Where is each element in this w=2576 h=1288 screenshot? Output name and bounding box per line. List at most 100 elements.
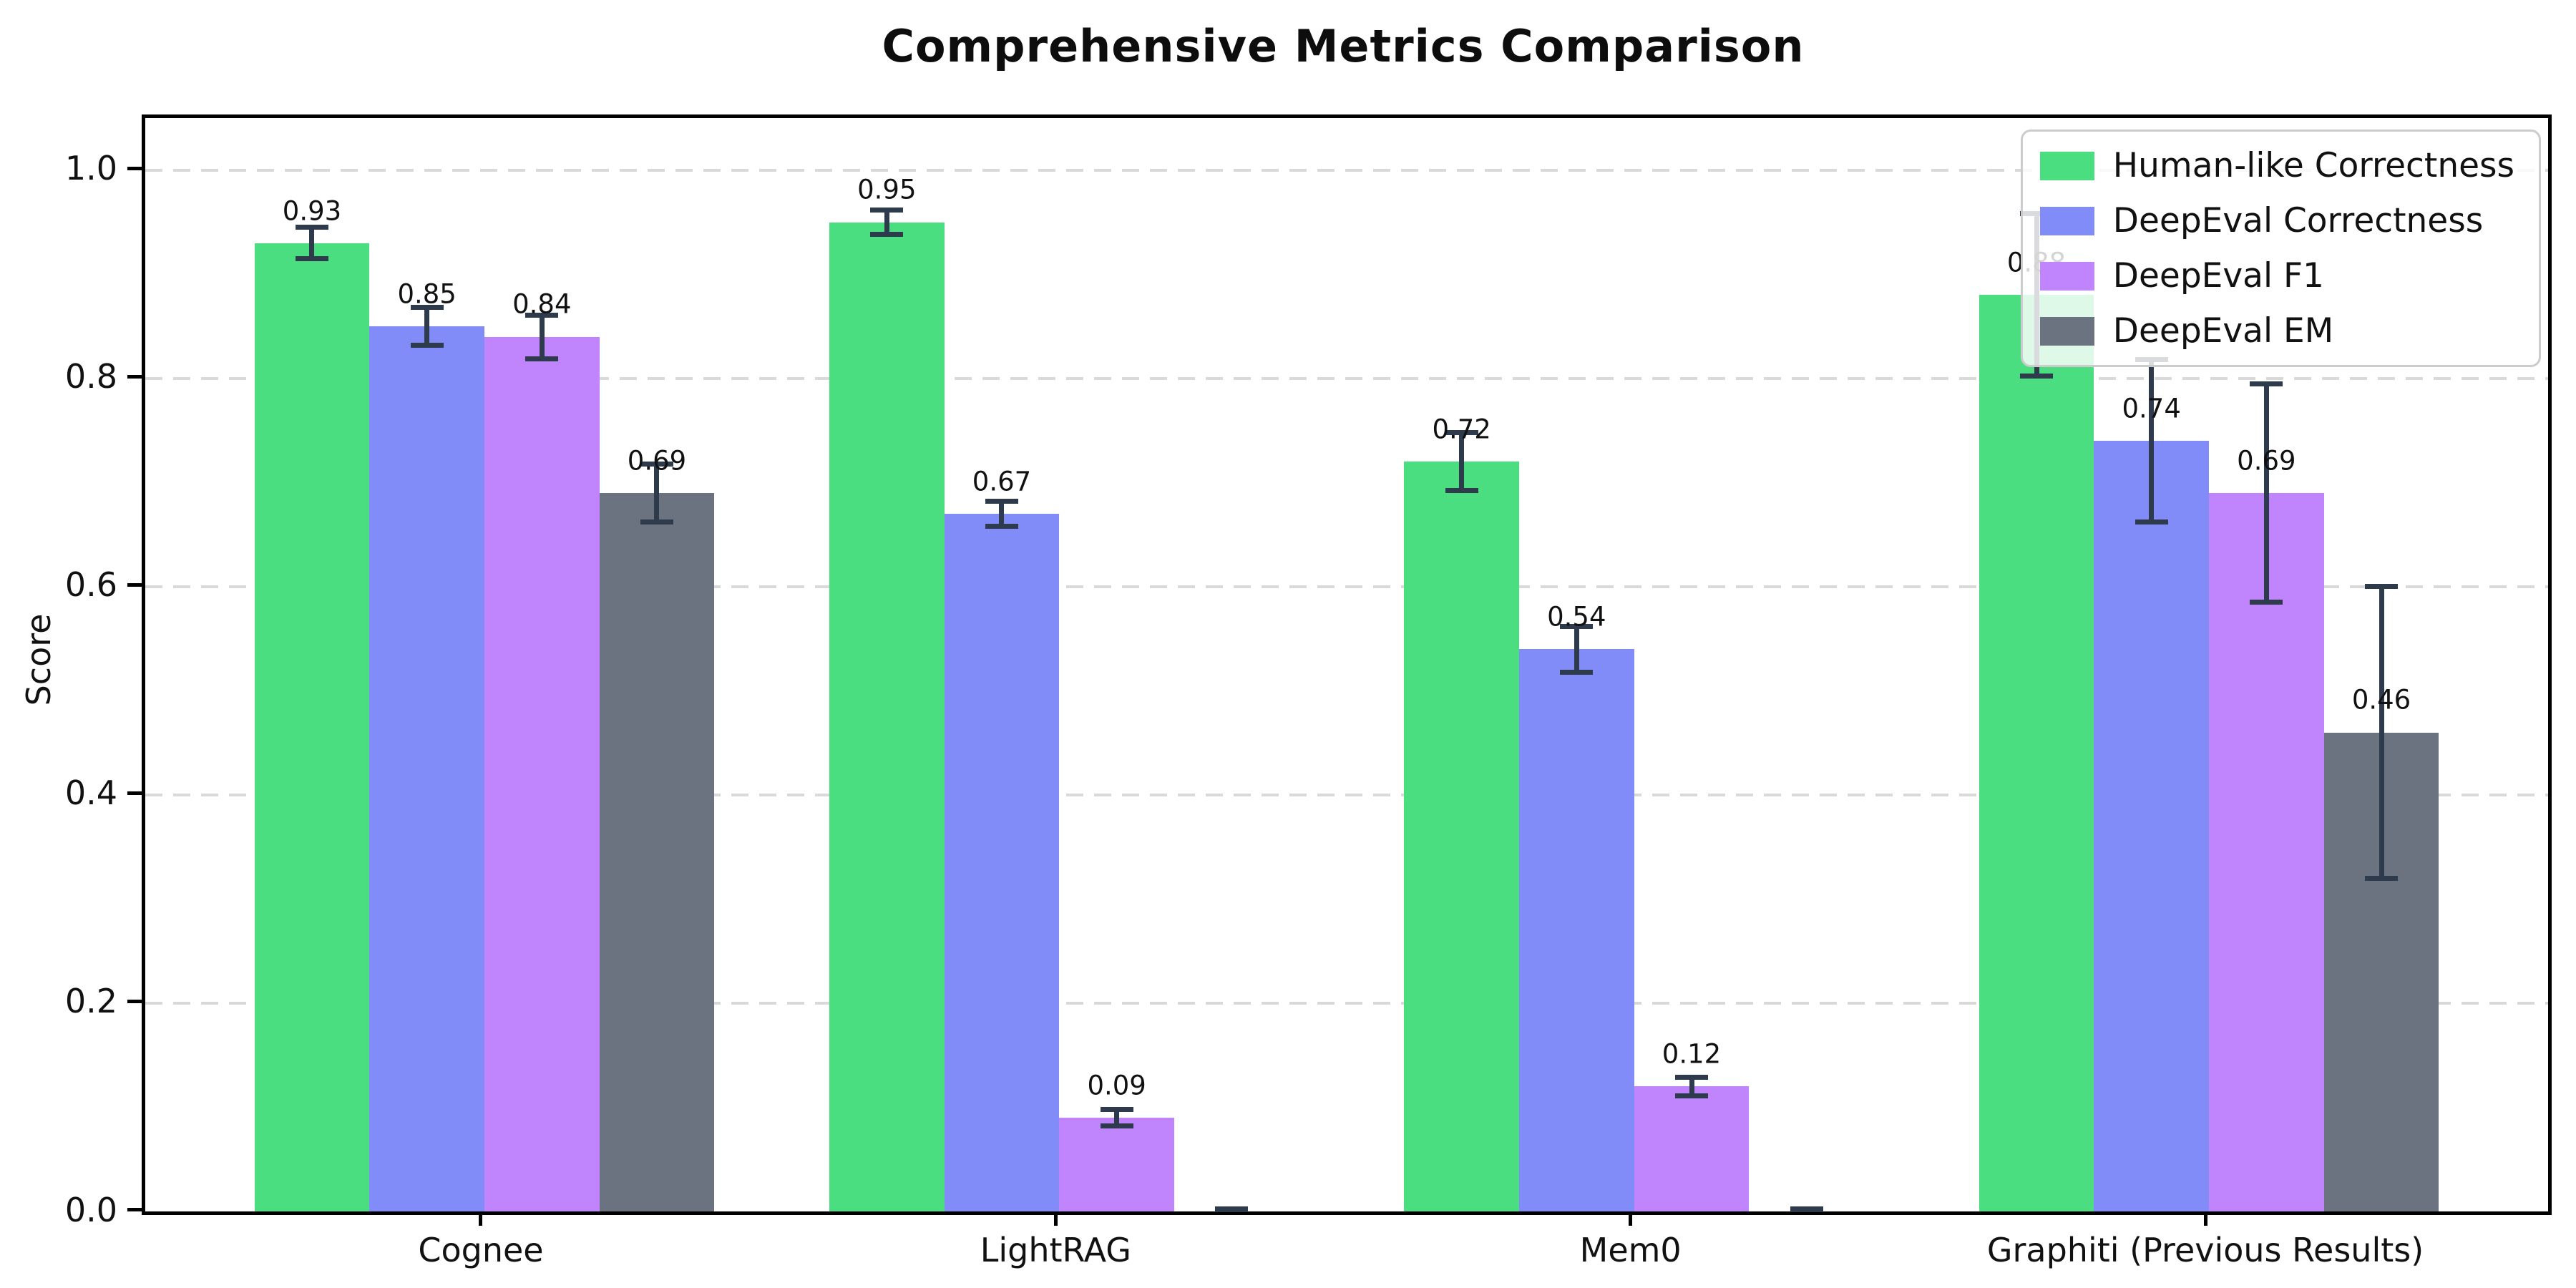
y-tick-label: 0.0	[64, 1190, 117, 1229]
error-bar-cap	[1445, 429, 1478, 435]
x-tick-label: Graphiti (Previous Results)	[1986, 1231, 2424, 1269]
error-bar-cap	[1100, 1106, 1133, 1112]
bar-value-label: 0.46	[2351, 684, 2411, 716]
legend-row: DeepEval EM	[2039, 311, 2514, 351]
bar-deepeval-correctness	[369, 326, 484, 1211]
bar-value-label: 0.84	[512, 288, 572, 320]
error-bar	[2379, 586, 2384, 879]
error-bar	[884, 210, 889, 235]
y-tick-mark	[127, 791, 142, 795]
y-tick-mark	[127, 1208, 142, 1211]
error-bar	[309, 227, 315, 259]
error-bar-cap	[640, 519, 673, 525]
bar-human-like-correctness	[1979, 295, 2094, 1211]
bar-deepeval-f1	[1634, 1086, 1750, 1211]
error-bar-cap	[1560, 623, 1594, 629]
error-bar-cap	[2250, 600, 2283, 605]
bar-deepeval-correctness	[944, 514, 1060, 1211]
x-tick-label: LightRAG	[980, 1231, 1131, 1269]
error-bar	[1114, 1109, 1120, 1126]
legend-swatch	[2039, 261, 2094, 291]
bar-human-like-correctness	[1404, 462, 1519, 1211]
legend-row: DeepEval Correctness	[2039, 201, 2514, 240]
error-bar	[539, 315, 545, 359]
gridline	[145, 793, 2548, 796]
y-tick-mark	[127, 166, 142, 170]
legend-label: DeepEval Correctness	[2112, 201, 2484, 240]
bar-value-label: 0.69	[627, 445, 687, 477]
error-bar-cap	[1790, 1206, 1823, 1211]
bar-human-like-correctness	[254, 243, 370, 1211]
error-bar-cap	[2365, 584, 2399, 590]
error-bar-cap	[525, 312, 559, 318]
error-bar	[999, 501, 1005, 527]
error-bar-cap	[1675, 1074, 1708, 1080]
error-bar-cap	[2020, 374, 2054, 379]
bar-deepeval-em	[599, 492, 715, 1211]
y-tick-label: 0.2	[64, 982, 117, 1021]
legend-row: Human-like Correctness	[2039, 146, 2514, 185]
y-tick-label: 0.8	[64, 357, 117, 396]
gridline	[145, 168, 2548, 172]
error-bar-cap	[295, 225, 328, 230]
gridline	[145, 585, 2548, 588]
error-bar	[1574, 626, 1579, 673]
error-bar-cap	[870, 232, 904, 238]
error-bar-cap	[1675, 1093, 1708, 1098]
plot-area: 0.93 0.85 0.84 0.69 0.95 0.67 0.09 0.72 0.54 0.12…	[142, 114, 2552, 1215]
x-tick-mark	[2203, 1211, 2207, 1226]
error-bar-cap	[640, 461, 673, 467]
legend-swatch	[2039, 151, 2094, 180]
gridline	[145, 1001, 2548, 1005]
error-bar	[2263, 384, 2269, 602]
error-bar	[654, 464, 660, 522]
y-tick-mark	[127, 582, 142, 587]
y-axis-label: Score	[19, 613, 58, 706]
bar-value-label: 0.12	[1662, 1038, 1722, 1070]
error-bar	[1459, 432, 1465, 491]
error-bar-cap	[870, 207, 904, 213]
bar-deepeval-f1	[2209, 492, 2324, 1211]
error-bar-cap	[1100, 1123, 1133, 1129]
legend-label: Human-like Correctness	[2112, 146, 2514, 185]
error-bar-cap	[2365, 875, 2399, 881]
x-tick-label: Mem0	[1579, 1231, 1682, 1269]
legend-label: DeepEval F1	[2112, 256, 2324, 296]
error-bar	[2149, 359, 2155, 522]
legend-swatch	[2039, 206, 2094, 235]
bar-value-label: 0.74	[2122, 393, 2181, 424]
error-bar-cap	[1560, 669, 1594, 675]
error-bar-cap	[295, 255, 328, 261]
error-bar	[1689, 1077, 1694, 1096]
legend-row: DeepEval F1	[2039, 256, 2514, 296]
error-bar-cap	[985, 499, 1018, 504]
error-bar-cap	[1215, 1206, 1249, 1211]
y-tick-mark	[127, 374, 142, 379]
bar-value-label: 0.85	[397, 278, 457, 310]
error-bar-cap	[525, 356, 559, 361]
bar-deepeval-f1	[1059, 1118, 1174, 1211]
error-bar	[424, 307, 430, 346]
bar-human-like-correctness	[829, 222, 945, 1211]
error-bar-cap	[985, 523, 1018, 529]
bar-deepeval-correctness	[2094, 441, 2209, 1211]
x-tick-mark	[479, 1211, 483, 1226]
error-bar-cap	[410, 305, 444, 311]
bar-value-label: 0.67	[972, 466, 1032, 497]
y-tick-label: 1.0	[64, 149, 117, 188]
x-tick-label: Cognee	[418, 1231, 544, 1269]
x-tick-mark	[1629, 1211, 1633, 1226]
x-tick-mark	[1053, 1211, 1058, 1226]
y-tick-label: 0.4	[64, 774, 117, 813]
bar-value-label: 0.95	[857, 174, 917, 205]
bar-value-label: 0.54	[1547, 601, 1606, 633]
error-bar-cap	[1445, 488, 1478, 494]
legend-label: DeepEval EM	[2112, 311, 2334, 351]
y-tick-label: 0.6	[64, 565, 117, 605]
bar-value-label: 0.69	[2237, 445, 2296, 477]
error-bar-cap	[410, 342, 444, 348]
y-tick-mark	[127, 999, 142, 1003]
error-bar-cap	[2250, 381, 2283, 386]
legend: Human-like Correctness DeepEval Correctne…	[2020, 130, 2541, 367]
